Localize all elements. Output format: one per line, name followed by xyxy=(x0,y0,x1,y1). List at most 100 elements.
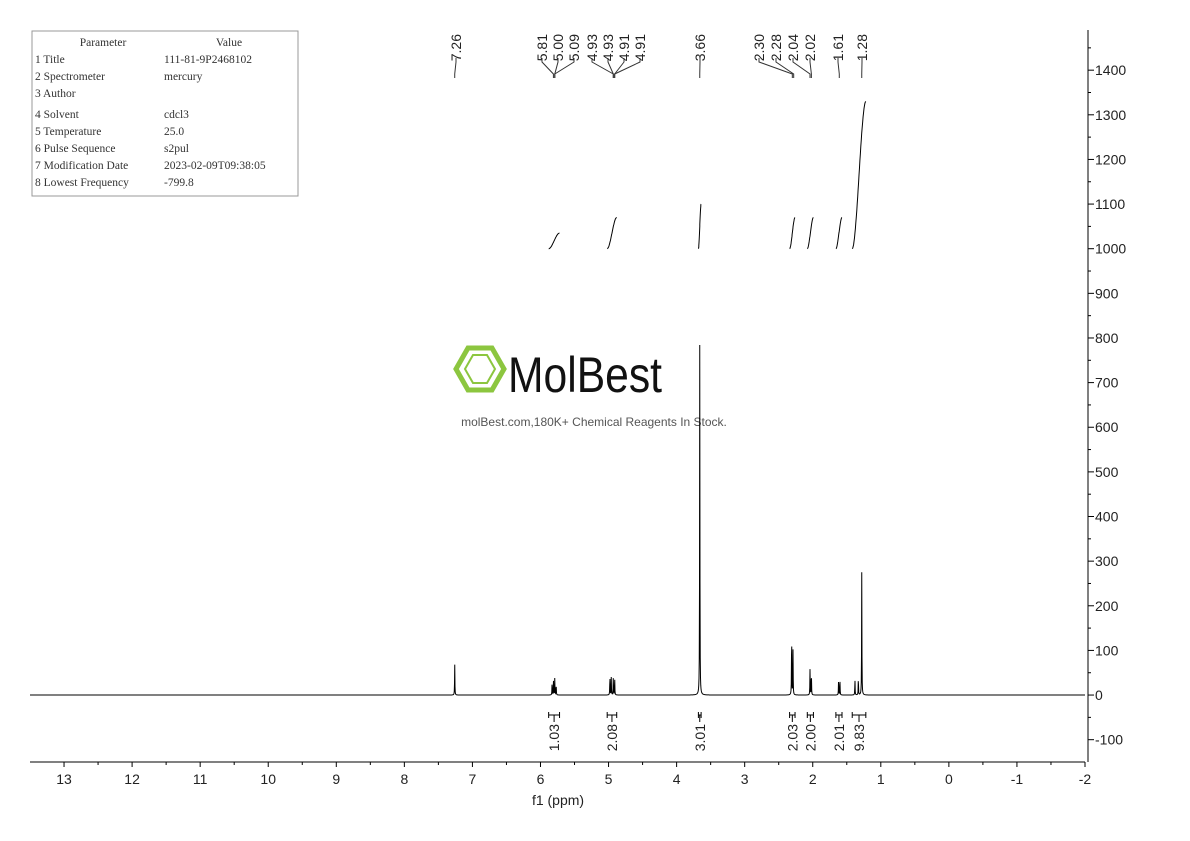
x-tick-label: 4 xyxy=(673,771,681,787)
y-tick-label: 1000 xyxy=(1095,241,1126,257)
peak-label-leader xyxy=(792,58,811,78)
table-row-parameter: 7 Modification Date xyxy=(35,160,128,172)
table-row-parameter: 5 Temperature xyxy=(35,126,101,138)
y-tick-label: 1300 xyxy=(1095,107,1126,123)
integral-value: 9.83 xyxy=(851,724,867,751)
table-row-value: 111-81-9P2468102 xyxy=(164,54,252,66)
peak-label: 2.30 xyxy=(751,34,767,61)
x-tick-label: 10 xyxy=(260,771,276,787)
peak-label: 4.91 xyxy=(616,34,632,61)
table-row-value: s2pul xyxy=(164,143,189,155)
spectrum-line xyxy=(30,344,1085,696)
peak-label-leader xyxy=(541,58,554,78)
integral-value: 2.00 xyxy=(802,724,818,751)
y-tick-label: 500 xyxy=(1095,464,1119,480)
plot-area: 1.03 2.08 3.01 2.03 2.00 2.01 9.83 7.26 5.81 5.00… xyxy=(30,34,1085,751)
peak-label-leader xyxy=(809,58,812,78)
y-tick-label: 700 xyxy=(1095,375,1119,391)
integral-bracket xyxy=(806,712,814,722)
peak-label-leader xyxy=(607,58,614,78)
integral-curve xyxy=(698,203,702,250)
x-tick-label: -1 xyxy=(1011,771,1024,787)
integral-value: 1.03 xyxy=(546,724,562,751)
peak-label: 2.04 xyxy=(785,34,801,61)
peak-label: 4.91 xyxy=(632,34,648,61)
y-tick-label: 800 xyxy=(1095,330,1119,346)
integral-bracket xyxy=(851,712,867,722)
x-tick-label: 11 xyxy=(193,771,208,787)
integral-curve xyxy=(548,232,560,250)
peak-label: 1.28 xyxy=(854,34,870,61)
integral-curve xyxy=(607,217,617,250)
integral-bracket xyxy=(697,712,702,722)
table-header-parameter: Parameter xyxy=(80,37,127,49)
x-tick-label: 7 xyxy=(469,771,477,787)
y-tick-label: 600 xyxy=(1095,419,1119,435)
peak-label: 5.00 xyxy=(550,34,566,61)
y-tick-label: 100 xyxy=(1095,642,1119,658)
table-row-parameter: 8 Lowest Frequency xyxy=(35,177,129,189)
integral-curve xyxy=(807,217,814,250)
peak-label: 3.66 xyxy=(692,34,708,61)
peak-label: 7.26 xyxy=(448,34,464,61)
peak-label-leader xyxy=(758,58,793,78)
peak-label-leader xyxy=(775,58,795,78)
y-tick-label: 400 xyxy=(1095,509,1119,525)
x-axis-label: f1 (ppm) xyxy=(532,792,584,808)
table-row-value: cdcl3 xyxy=(164,109,189,121)
integral-bracket xyxy=(548,712,561,722)
x-tick-label: 9 xyxy=(332,771,340,787)
y-tick-label: 200 xyxy=(1095,598,1119,614)
integral-value: 2.01 xyxy=(831,724,847,751)
x-tick-label: 3 xyxy=(741,771,749,787)
peak-label: 2.02 xyxy=(802,34,818,61)
parameter-table: Parameter Value 1 Title 111-81-9P2468102 2… xyxy=(31,30,299,197)
table-row-parameter: 4 Solvent xyxy=(35,109,80,121)
integral-curve xyxy=(835,217,843,250)
x-tick-label: 2 xyxy=(809,771,817,787)
y-tick-label: 0 xyxy=(1095,687,1103,703)
peak-label: 1.61 xyxy=(830,34,846,61)
table-row-value: 25.0 xyxy=(164,126,184,138)
integral-curve xyxy=(851,101,867,250)
peak-label-leader xyxy=(554,58,575,78)
peak-label: 4.93 xyxy=(584,34,600,61)
watermark-text: molBest.com,180K+ Chemical Reagents In S… xyxy=(461,415,727,429)
table-row-value: -799.8 xyxy=(164,177,194,189)
peak-label-leader xyxy=(454,58,457,78)
integral-bracket xyxy=(606,712,618,722)
table-row-parameter: 6 Pulse Sequence xyxy=(35,143,115,155)
y-tick-label: 1200 xyxy=(1095,151,1126,167)
axes: 13 12 11 10 9 8 7 6 5 4 3 2 1 0 -1 -2-10001002003004005… xyxy=(30,30,1126,787)
integral-curve xyxy=(789,217,796,250)
table-row-value: 2023-02-09T09:38:05 xyxy=(164,160,266,172)
y-tick-label: 300 xyxy=(1095,553,1119,569)
table-row-parameter: 2 Spectrometer xyxy=(35,71,105,83)
peak-label: 5.81 xyxy=(534,34,550,61)
peak-label: 2.28 xyxy=(768,34,784,61)
x-tick-label: 12 xyxy=(124,771,140,787)
table-row-value: mercury xyxy=(164,71,203,83)
integral-value: 2.08 xyxy=(604,724,620,751)
x-tick-label: -2 xyxy=(1079,771,1092,787)
table-row-parameter: 1 Title xyxy=(35,54,65,66)
x-tick-label: 1 xyxy=(877,771,885,787)
integral-bracket xyxy=(789,712,796,722)
watermark-logo-text: MolBest xyxy=(508,347,662,403)
x-tick-label: 13 xyxy=(56,771,72,787)
molbest-logo-icon xyxy=(453,345,507,393)
integral-bracket xyxy=(835,712,843,722)
integral-value: 3.01 xyxy=(692,724,708,751)
peak-label-leader xyxy=(614,58,641,78)
y-tick-label: 900 xyxy=(1095,285,1119,301)
peak-label: 5.09 xyxy=(566,34,582,61)
x-tick-label: 8 xyxy=(400,771,408,787)
integral-value: 2.03 xyxy=(784,724,800,751)
y-tick-label: -100 xyxy=(1095,732,1123,748)
watermark: MolBest molBest.com,180K+ Chemical Reage… xyxy=(453,345,727,429)
table-border xyxy=(31,30,299,197)
peak-label: 4.93 xyxy=(600,34,616,61)
table-row-parameter: 3 Author xyxy=(35,88,76,100)
y-tick-label: 1100 xyxy=(1095,196,1125,212)
